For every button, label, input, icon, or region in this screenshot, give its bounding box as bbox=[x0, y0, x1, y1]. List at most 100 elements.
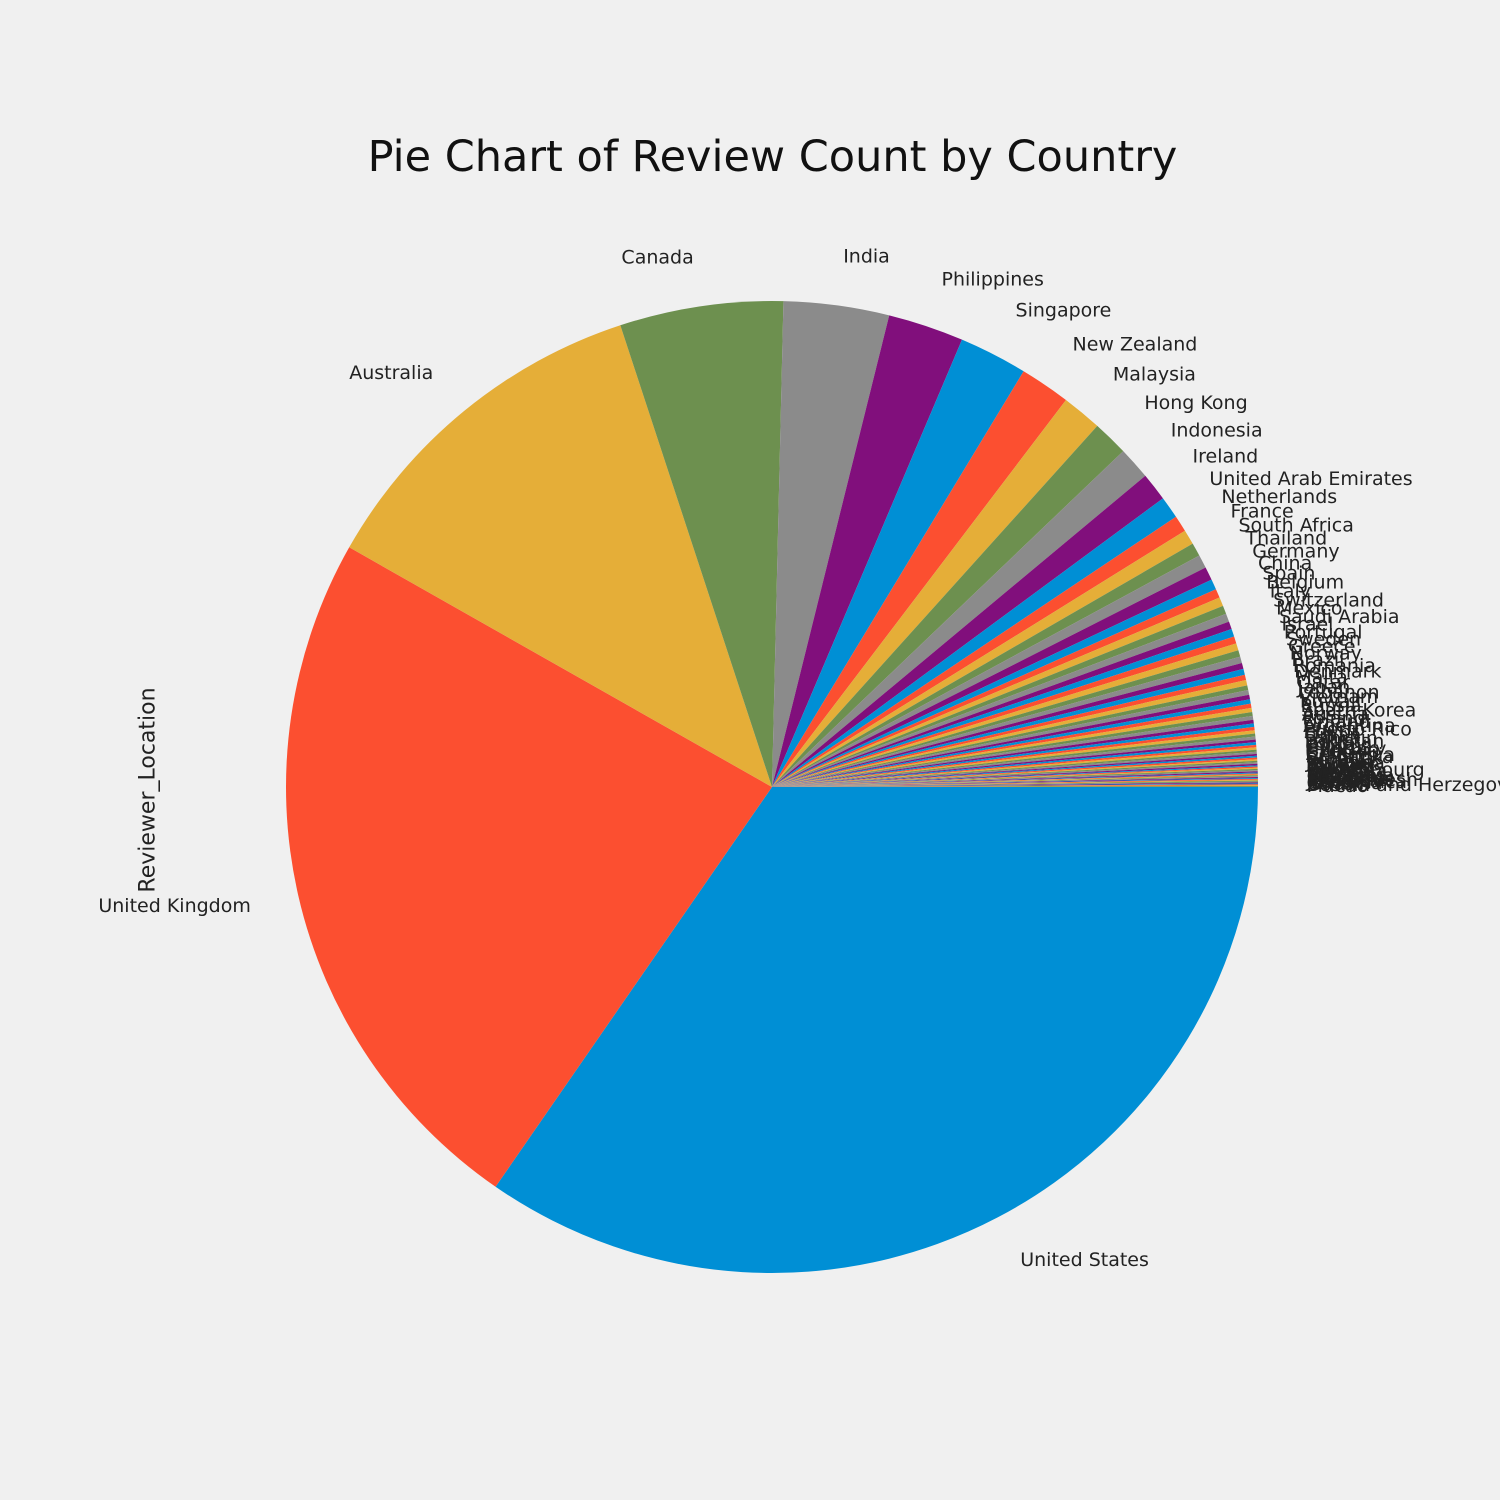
slice-label: Bahrain bbox=[1304, 728, 1378, 750]
pie-slice bbox=[772, 785, 1258, 787]
pie-slice bbox=[772, 775, 1258, 787]
pie-slice bbox=[495, 787, 1258, 1273]
slice-label: Pakistan bbox=[1305, 730, 1385, 752]
slice-label: Austria bbox=[1302, 703, 1369, 725]
slice-label: United Arab Emirates bbox=[1209, 468, 1412, 490]
slice-label: Jordan bbox=[1305, 751, 1366, 773]
pie-slice bbox=[772, 621, 1232, 787]
pie-slice bbox=[772, 779, 1258, 787]
pie-slice bbox=[772, 765, 1258, 787]
slice-label: Vietnam bbox=[1299, 686, 1378, 708]
slice-label: Philippines bbox=[942, 268, 1044, 290]
pie-slices bbox=[285, 301, 1258, 1273]
pie-slice bbox=[772, 694, 1251, 787]
slice-label: Indonesia bbox=[1171, 419, 1263, 441]
pie-slice bbox=[772, 399, 1098, 787]
pie-slice bbox=[772, 605, 1227, 787]
pie-slice bbox=[772, 760, 1258, 787]
slice-label: Brunei bbox=[1306, 758, 1368, 780]
pie-slice bbox=[772, 777, 1258, 787]
pie-slice bbox=[772, 767, 1258, 787]
pie-slice bbox=[772, 690, 1250, 787]
pie-slice bbox=[772, 597, 1223, 787]
slice-label: Israel bbox=[1282, 614, 1334, 636]
pie-slice bbox=[772, 707, 1253, 787]
slice-label: Kenya bbox=[1306, 762, 1364, 784]
slice-label: Panama bbox=[1307, 772, 1383, 794]
pie-slice bbox=[772, 680, 1248, 787]
pie-slice bbox=[772, 742, 1257, 787]
slice-label: Taiwan bbox=[1305, 755, 1371, 777]
slice-label: Hong Kong bbox=[1144, 392, 1247, 414]
slice-label: France bbox=[1231, 501, 1294, 523]
slice-label: Peru bbox=[1306, 749, 1348, 771]
slice-label: Egypt bbox=[1304, 722, 1359, 744]
slice-label: Thailand bbox=[1245, 527, 1328, 549]
slice-label: Germany bbox=[1252, 541, 1339, 563]
slice-label: Sweden bbox=[1286, 629, 1361, 651]
pie-slice bbox=[772, 663, 1244, 787]
pie-slice bbox=[772, 555, 1206, 787]
pie-slice bbox=[772, 371, 1066, 787]
pie-labels: United States United Kingdom Australia Cana… bbox=[98, 246, 1500, 1271]
pie-slice bbox=[772, 425, 1124, 787]
slice-label: Ireland bbox=[1193, 445, 1259, 467]
slice-label: Luxembourg bbox=[1306, 759, 1424, 781]
pie-slice bbox=[772, 744, 1257, 787]
pie-slice bbox=[772, 771, 1258, 787]
pie-slice bbox=[772, 782, 1258, 787]
slice-label: Greece bbox=[1288, 636, 1356, 658]
pie-slice bbox=[772, 715, 1254, 787]
pie-slice bbox=[772, 773, 1258, 787]
slice-label: Sri Lanka bbox=[1306, 746, 1394, 768]
pie-slice bbox=[772, 530, 1193, 787]
pie-slice bbox=[772, 629, 1235, 787]
slice-label: Canada bbox=[621, 247, 693, 269]
slice-label: Iceland bbox=[1306, 756, 1375, 778]
slice-label: Romania bbox=[1293, 655, 1376, 677]
pie-slice bbox=[772, 730, 1256, 787]
slice-label: United Kingdom bbox=[98, 895, 251, 917]
slice-label: South Africa bbox=[1238, 514, 1353, 536]
pie-slice bbox=[772, 776, 1258, 787]
pie-slice bbox=[772, 516, 1185, 787]
slice-label: Nigeria bbox=[1306, 763, 1374, 785]
slice-label: Australia bbox=[349, 362, 433, 384]
pie-slice bbox=[772, 762, 1258, 787]
slice-label: Jamaica bbox=[1306, 770, 1382, 792]
slice-label: Japan bbox=[1296, 676, 1350, 698]
pie-slice bbox=[772, 685, 1249, 787]
pie-slice bbox=[772, 757, 1258, 787]
pie-slice bbox=[772, 784, 1258, 787]
slice-label: Spain bbox=[1262, 563, 1315, 585]
pie-slice bbox=[772, 699, 1251, 787]
pie-slice bbox=[772, 753, 1257, 787]
pie-slice bbox=[772, 774, 1258, 787]
pie-slice bbox=[772, 768, 1258, 787]
pie-slice bbox=[772, 567, 1212, 787]
slice-label: Finland bbox=[1303, 711, 1371, 733]
slice-label: Norway bbox=[1290, 642, 1362, 664]
pie-slice bbox=[772, 780, 1258, 787]
pie-slice bbox=[772, 711, 1253, 787]
pie-slice bbox=[772, 339, 1024, 787]
slice-label: China bbox=[1258, 553, 1312, 575]
pie-slice bbox=[772, 301, 890, 787]
slice-label: Puerto Rico bbox=[1304, 718, 1412, 740]
pie-slice bbox=[772, 451, 1146, 787]
pie-slice bbox=[772, 733, 1256, 787]
pie-slice bbox=[772, 656, 1242, 787]
pie-slice bbox=[772, 766, 1258, 787]
slice-label: Slovakia bbox=[1307, 767, 1387, 789]
slice-label: Mauritius bbox=[1307, 768, 1395, 790]
slice-label: United States bbox=[1020, 1249, 1149, 1271]
slice-label: Switzerland bbox=[1273, 589, 1384, 611]
slice-label: Mexico bbox=[1276, 598, 1342, 620]
slice-label: Bosnia and Herzegovina bbox=[1307, 774, 1500, 796]
slice-label: Chile bbox=[1306, 742, 1354, 764]
pie-slice bbox=[772, 636, 1237, 787]
slice-label: Colombia bbox=[1306, 744, 1395, 766]
slice-label: Czechia bbox=[1305, 740, 1379, 762]
